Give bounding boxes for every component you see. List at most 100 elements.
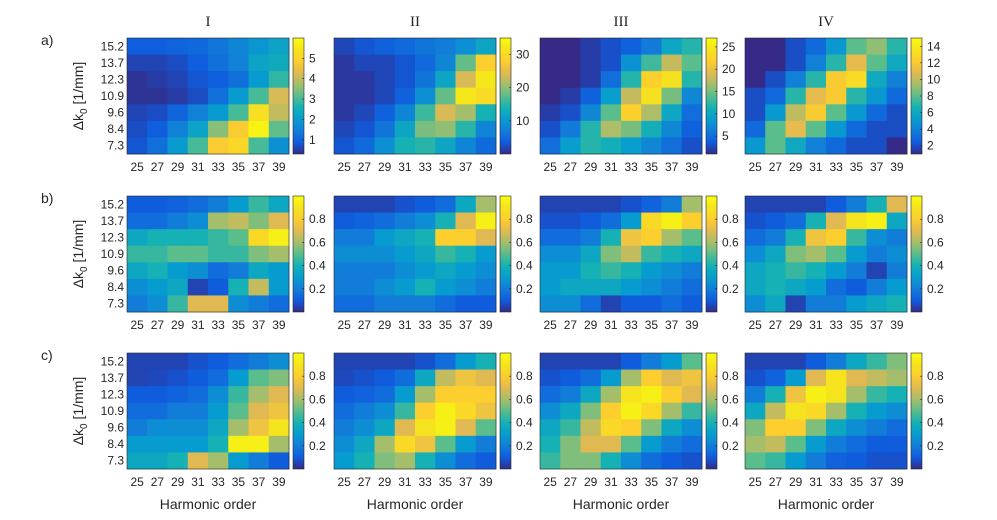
- heatmap-cell: [394, 120, 416, 138]
- colorbar-tick-label: 0.2: [309, 282, 326, 296]
- heatmap-cell: [866, 104, 888, 122]
- heatmap-cell: [826, 87, 847, 105]
- heatmap-cell: [805, 452, 827, 470]
- x-tick-label: 37: [665, 318, 679, 332]
- heatmap-cell: [661, 229, 683, 247]
- heatmap-cell: [866, 196, 888, 213]
- colorbar-tick-label: 20: [516, 81, 530, 95]
- heatmap-cell: [540, 54, 561, 72]
- heatmap-cell: [475, 419, 497, 437]
- heatmap-cell: [661, 452, 683, 470]
- heatmap-cell: [765, 262, 786, 280]
- heatmap-cell: [167, 262, 189, 280]
- heatmap-cell: [354, 196, 375, 213]
- x-tick-label: 25: [337, 318, 351, 332]
- x-tick-label: 29: [171, 475, 185, 489]
- heatmap-cell: [354, 212, 375, 230]
- heatmap-cell: [621, 137, 642, 155]
- y-tick-label: 10.9: [101, 89, 125, 103]
- heatmap-cell: [765, 38, 786, 55]
- x-tick-label: 33: [211, 160, 225, 174]
- heatmap-cell: [394, 137, 416, 155]
- heatmap-cell: [580, 229, 602, 247]
- heatmap-cell: [435, 402, 456, 420]
- heatmap-cell: [334, 386, 355, 404]
- heatmap-cell: [334, 262, 355, 280]
- heatmap-cell: [580, 212, 602, 230]
- heatmap-cell: [886, 196, 908, 213]
- heatmap-cell: [866, 419, 888, 437]
- heatmap-cell: [621, 104, 642, 122]
- heatmap-cell: [681, 87, 703, 105]
- heatmap-cell: [745, 38, 766, 55]
- heatmap-cell: [805, 278, 827, 296]
- x-tick-label: 31: [809, 160, 823, 174]
- heatmap-cell: [866, 402, 888, 420]
- heatmap-cell: [167, 71, 189, 89]
- heatmap-cell: [268, 435, 290, 453]
- heatmap-cell: [415, 104, 436, 122]
- heatmap-cell: [846, 353, 867, 370]
- heatmap-cell: [765, 212, 786, 230]
- heatmap-cell: [560, 71, 581, 89]
- heatmap-cell: [475, 353, 497, 370]
- heatmap-cell: [147, 295, 168, 313]
- colorbar-tick-label: 0.4: [309, 259, 326, 273]
- heatmap-cell: [846, 38, 867, 55]
- heatmap-cell: [805, 120, 827, 138]
- heatmap-cell: [415, 229, 436, 247]
- heatmap-cell: [455, 386, 477, 404]
- colorbar-tick-label: 0.8: [722, 212, 739, 226]
- heatmap-cell: [248, 262, 270, 280]
- heatmap-cell: [455, 353, 477, 370]
- heatmap-cell: [268, 245, 290, 263]
- heatmap-cell: [560, 120, 581, 138]
- heatmap-cell: [560, 137, 581, 155]
- heatmap-cell: [641, 386, 662, 404]
- colorbar-tick-label: 6: [927, 106, 934, 120]
- heatmap-cell: [621, 353, 642, 370]
- heatmap-cell: [560, 402, 581, 420]
- heatmap-cell: [600, 71, 622, 89]
- x-tick-label: 29: [584, 475, 598, 489]
- heatmap-cell: [228, 295, 249, 313]
- heatmap-cell: [540, 137, 561, 155]
- heatmap-cell: [187, 435, 209, 453]
- heatmap-cell: [641, 435, 662, 453]
- heatmap-cell: [661, 71, 683, 89]
- heatmap-cell: [228, 137, 249, 155]
- heatmap-cell: [600, 452, 622, 470]
- heatmap-cell: [354, 295, 375, 313]
- colorbar-tick-label: 2: [927, 139, 934, 153]
- heatmap-cell: [805, 196, 827, 213]
- heatmap-cell: [560, 212, 581, 230]
- heatmap-cell: [187, 402, 209, 420]
- heatmap-cell: [187, 386, 209, 404]
- y-tick-label: 10.9: [101, 404, 125, 418]
- heatmap-cell: [268, 137, 290, 155]
- heatmap-cell: [621, 419, 642, 437]
- heatmap-cell: [785, 38, 807, 55]
- heatmap-cell: [560, 386, 581, 404]
- heatmap-cell: [127, 435, 148, 453]
- heatmap-cell: [167, 386, 189, 404]
- heatmap-cell: [805, 38, 827, 55]
- heatmap-cell: [540, 104, 561, 122]
- heatmap-cell: [580, 369, 602, 387]
- colorbar-tick-label: 0.8: [309, 369, 326, 383]
- heatmap-cell: [208, 402, 229, 420]
- heatmap-cell: [394, 369, 416, 387]
- heatmap-cell: [560, 435, 581, 453]
- heatmap-cell: [641, 278, 662, 296]
- heatmap-cell: [765, 278, 786, 296]
- heatmap-cell: [208, 54, 229, 72]
- heatmap-cell: [805, 386, 827, 404]
- heatmap-cell: [866, 87, 888, 105]
- axes-frame: [333, 37, 497, 155]
- x-tick-label: 39: [479, 475, 493, 489]
- heatmap-cell: [886, 54, 908, 72]
- heatmap-cell: [415, 120, 436, 138]
- heatmap-cell: [681, 419, 703, 437]
- heatmap-cell: [846, 196, 867, 213]
- heatmap-cell: [866, 435, 888, 453]
